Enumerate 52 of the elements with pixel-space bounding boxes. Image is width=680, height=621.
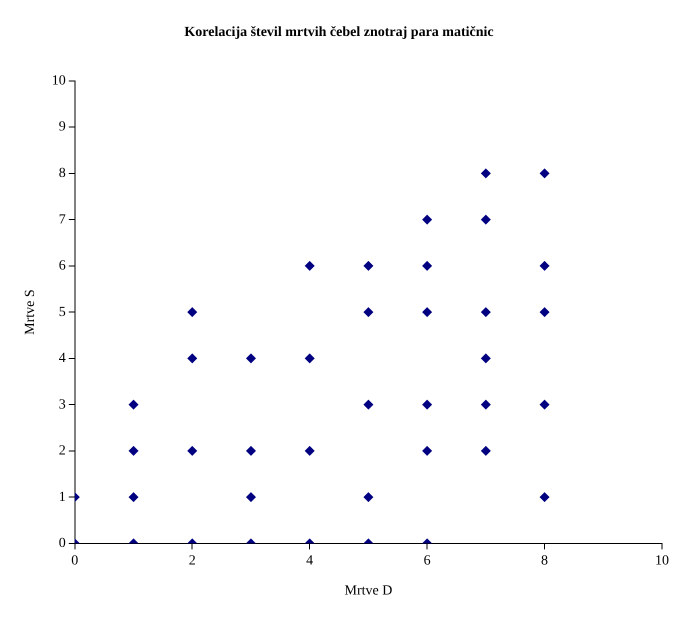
- point: [480, 168, 491, 178]
- point: [187, 307, 198, 318]
- point: [540, 168, 550, 178]
- x-tick-label: 0: [71, 553, 78, 568]
- y-tick-label: 5: [58, 304, 66, 320]
- y-tick-label: 7: [58, 212, 66, 228]
- point: [363, 260, 374, 271]
- point: [540, 400, 550, 410]
- point: [246, 446, 256, 456]
- x-tick-label: 2: [188, 553, 196, 568]
- point: [480, 400, 491, 410]
- point: [422, 260, 432, 271]
- point: [480, 446, 491, 456]
- point: [363, 492, 374, 502]
- point: [246, 353, 256, 364]
- point: [422, 446, 432, 456]
- chart-title: Korelacija števil mrtvih čebel znotraj para matičnic: [184, 25, 494, 40]
- point: [363, 307, 374, 318]
- x-tick-label: 10: [655, 553, 669, 568]
- point: [480, 214, 491, 225]
- point: [187, 446, 198, 456]
- y-tick-label: 8: [58, 166, 66, 181]
- x-axis-title: Mrtve D: [344, 583, 392, 598]
- y-tick-label: 3: [58, 397, 66, 412]
- y-tick-label: 4: [58, 351, 66, 366]
- x-tick-label: 6: [424, 553, 431, 568]
- point: [422, 400, 432, 410]
- y-tick-label: 10: [52, 73, 66, 88]
- x-tick-label: 8: [541, 553, 548, 568]
- point: [422, 307, 432, 318]
- point: [128, 492, 139, 502]
- y-tick-label: 1: [58, 490, 66, 505]
- y-tick-label: 6: [58, 258, 66, 274]
- point: [128, 446, 139, 456]
- point: [540, 492, 550, 502]
- y-tick-label: 2: [58, 444, 66, 459]
- point: [422, 214, 432, 225]
- point: [480, 353, 491, 364]
- point: [480, 307, 491, 318]
- y-axis-title: Mrtve S: [23, 289, 38, 335]
- point: [540, 260, 550, 271]
- y-tick-label: 0: [58, 536, 66, 552]
- x-tick-label: 4: [306, 553, 314, 568]
- point: [304, 446, 315, 456]
- point: [246, 492, 256, 502]
- point: [128, 400, 139, 410]
- point: [363, 400, 374, 410]
- point: [540, 307, 550, 318]
- point: [187, 353, 198, 364]
- y-tick-label: 9: [58, 120, 66, 135]
- point: [304, 260, 315, 271]
- point: [304, 353, 315, 364]
